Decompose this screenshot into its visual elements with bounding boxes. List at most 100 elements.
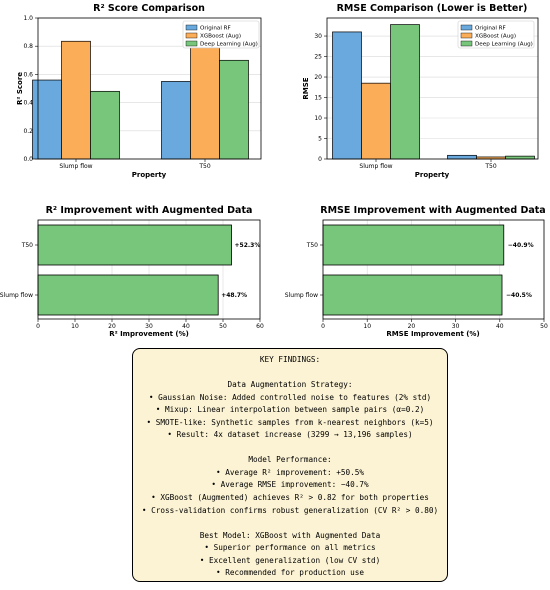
x-tick-label: 30 — [452, 323, 460, 330]
findings-line: • Excellent generalization (low CV std) — [199, 555, 381, 565]
findings-line: Best Model: XGBoost with Augmented Data — [199, 530, 381, 540]
y-tick-label: 20 — [314, 74, 322, 81]
legend-swatch — [185, 40, 198, 47]
legend-swatch — [460, 24, 473, 31]
findings-line: • Cross-validation confirms robust gener… — [141, 505, 439, 515]
charts-figure: R² Score Comparison 0.0 0.2 0.4 0.6 0.8 1.0 Slu… — [0, 3, 548, 338]
bar-value-label: +48.7% — [221, 292, 247, 299]
x-tick-label: 40 — [496, 323, 504, 330]
findings-line: • Result: 4x dataset increase (3299 → 13… — [167, 430, 413, 440]
x-tick-label: 50 — [219, 323, 227, 330]
x-tick-label: Slump flow — [359, 163, 392, 170]
findings-line: • Gaussian Noise: Added controlled noise… — [148, 392, 432, 402]
findings-line: • Superior performance on all metrics — [204, 543, 376, 553]
x-tick-label: 20 — [108, 323, 116, 330]
x-tick-label: 20 — [408, 323, 416, 330]
findings-spacer — [133, 517, 447, 530]
findings-line: • Mixup: Linear interpolation between sa… — [155, 405, 425, 415]
x-tick-label: 10 — [71, 323, 79, 330]
x-tick-label: T50 — [484, 163, 496, 170]
plot-frame — [37, 219, 261, 320]
y-tick-label: 0.2 — [23, 128, 33, 135]
legend-swatch — [460, 32, 473, 39]
legend-label: Original RF — [200, 26, 231, 32]
x-axis-label: Property — [132, 171, 167, 179]
chart-title: R² Improvement with Augmented Data — [46, 205, 253, 216]
findings-line: • SMOTE-like: Synthetic samples from k-n… — [146, 417, 434, 427]
bar-deep-learning-aug--1 — [505, 155, 535, 160]
bar-t50 — [322, 224, 505, 266]
legend-label: XGBoost (Aug) — [475, 34, 516, 40]
findings-line: KEY FINDINGS: — [259, 355, 321, 364]
legend-swatch — [185, 32, 198, 39]
bar-slump-flow — [37, 274, 219, 316]
x-tick-label: 10 — [363, 323, 371, 330]
plot-frame — [322, 219, 545, 320]
legend-label: Original RF — [475, 26, 506, 32]
y-tick-label: 0.6 — [23, 71, 33, 78]
legend-box — [457, 20, 535, 49]
x-tick-label: Slump flow — [59, 163, 92, 170]
x-axis-label: RMSE Improvement (%) — [386, 330, 479, 338]
y-tick-label: T50 — [21, 242, 33, 249]
bar-xgboost-aug--0 — [361, 82, 391, 160]
bar-deep-learning-aug--0 — [390, 24, 420, 160]
y-tick-label: Slump flow — [0, 292, 33, 299]
y-tick-label: 0.8 — [23, 43, 33, 50]
bar-slump-flow — [322, 274, 503, 316]
x-tick-label: 50 — [540, 323, 548, 330]
bar-value-label: −40.9% — [508, 242, 534, 249]
bar-deep-learning-aug--1 — [219, 59, 249, 160]
x-axis-label: R² Improvement (%) — [109, 330, 189, 338]
plot-frame — [37, 17, 262, 160]
findings-line: • Average R² improvement: +50.5% — [215, 467, 365, 477]
y-tick-label: 1.0 — [23, 15, 33, 22]
y-tick-label: Slump flow — [285, 292, 318, 299]
legend-swatch — [460, 40, 473, 47]
y-tick-label: 15 — [314, 95, 322, 102]
bar-xgboost-aug--1 — [190, 47, 220, 160]
x-axis-label: Property — [415, 171, 450, 179]
x-tick-label: 0 — [321, 323, 325, 330]
x-tick-label: 40 — [182, 323, 190, 330]
bar-original-rf-1 — [161, 81, 191, 160]
y-axis-label: RMSE — [302, 77, 310, 99]
x-tick-label: 60 — [256, 323, 264, 330]
findings-line: • Average RMSE improvement: −40.7% — [211, 480, 369, 490]
bar-original-rf-0 — [32, 79, 62, 160]
bar-original-rf-1 — [447, 154, 477, 160]
findings-line: • Recommended for production use — [215, 568, 365, 578]
y-tick-label: 0.0 — [23, 156, 33, 163]
chart-title: RMSE Comparison (Lower is Better) — [337, 3, 528, 14]
findings-line: Model Performance: — [248, 455, 332, 465]
bar-original-rf-0 — [332, 31, 362, 160]
bar-t50 — [37, 224, 232, 266]
findings-line: Data Augmentation Strategy: — [227, 380, 353, 390]
chart-title: RMSE Improvement with Augmented Data — [320, 205, 545, 216]
y-tick-label: 5 — [318, 136, 322, 143]
y-tick-label: 0 — [318, 156, 322, 163]
y-tick-label: 0.4 — [23, 100, 33, 107]
legend-swatch — [185, 24, 198, 31]
plot-frame — [326, 17, 539, 160]
x-tick-label: 30 — [145, 323, 153, 330]
bar-deep-learning-aug--0 — [90, 90, 120, 160]
legend-label: Deep Learning (Aug) — [475, 42, 533, 48]
y-tick-label: 25 — [314, 54, 322, 61]
findings-spacer — [133, 367, 447, 380]
key-findings-box: KEY FINDINGS: Data Augmentation Strategy:… — [132, 348, 448, 582]
y-tick-label: 30 — [314, 33, 322, 40]
findings-spacer — [133, 442, 447, 455]
findings-line: • XGBoost (Augmented) achieves R² > 0.82… — [151, 493, 429, 503]
bar-value-label: −40.5% — [506, 292, 532, 299]
bar-value-label: +52.3% — [235, 242, 261, 249]
legend-label: XGBoost (Aug) — [200, 34, 241, 40]
y-tick-label: T50 — [306, 242, 318, 249]
legend-label: Deep Learning (Aug) — [200, 42, 258, 48]
x-tick-label: T50 — [198, 163, 210, 170]
y-tick-label: 10 — [314, 115, 322, 122]
chart-title: R² Score Comparison — [93, 3, 205, 14]
bar-xgboost-aug--0 — [61, 40, 91, 160]
y-axis-label: R² Score — [16, 72, 24, 105]
x-tick-label: 0 — [36, 323, 40, 330]
